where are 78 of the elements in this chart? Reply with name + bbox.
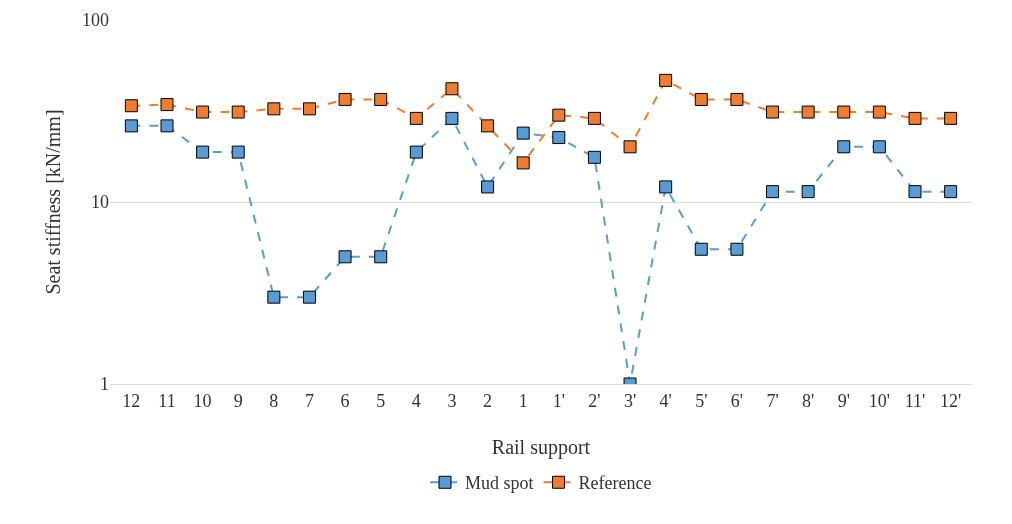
point (837, 140, 851, 154)
x-tick-label: 1 (518, 390, 528, 411)
point (944, 111, 958, 125)
point (694, 92, 708, 106)
point (801, 105, 815, 119)
point (409, 145, 423, 159)
x-tick-label: 11' (904, 390, 926, 411)
x-tick-label: 4 (411, 390, 421, 411)
point (481, 119, 495, 133)
point (445, 111, 459, 125)
x-axis-title: Rail support (491, 436, 591, 459)
x-tick-label: 6' (730, 390, 744, 411)
x-tick-label: 10 (193, 390, 212, 411)
x-tick-label: 8 (269, 390, 279, 411)
x-tick-label: 12 (122, 390, 141, 411)
point (837, 105, 851, 119)
x-tick-label: 3' (623, 390, 637, 411)
x-tick-label: 3 (447, 390, 457, 411)
x-tick-label: 4' (659, 390, 672, 411)
point (196, 145, 210, 159)
point (374, 92, 388, 106)
point (160, 119, 174, 133)
x-tick-label: 9' (837, 390, 850, 411)
point (552, 131, 566, 145)
point (409, 111, 423, 125)
point (587, 150, 601, 164)
point (231, 105, 245, 119)
point (908, 111, 922, 125)
point (196, 105, 210, 119)
x-tick-label: 10' (868, 390, 891, 411)
legend-label: Mud spot (465, 473, 534, 494)
x-tick-label: 11 (158, 390, 176, 411)
point (552, 108, 566, 122)
y-tick-label: 100 (82, 10, 109, 31)
point (160, 98, 174, 112)
point (338, 250, 352, 264)
x-tick-label: 7 (304, 390, 314, 411)
x-tick-label: 2' (588, 390, 601, 411)
point (124, 99, 138, 113)
point (659, 73, 673, 87)
point (730, 92, 744, 106)
point (516, 156, 530, 170)
point (694, 242, 708, 256)
point (516, 126, 530, 140)
x-tick-label: 8' (802, 390, 815, 411)
point (872, 140, 886, 154)
point (338, 92, 352, 106)
x-tick-label: 2 (483, 390, 493, 411)
point (623, 140, 637, 154)
point (124, 119, 138, 133)
point (231, 145, 245, 159)
point (445, 82, 459, 96)
x-tick-label: 9 (233, 390, 243, 411)
point (872, 105, 886, 119)
y-tick-label: 1 (100, 374, 109, 395)
x-tick-label: 7' (766, 390, 779, 411)
point (944, 185, 958, 199)
point (766, 105, 780, 119)
x-tick-label: 1' (552, 390, 565, 411)
point (267, 290, 281, 304)
point (730, 242, 744, 256)
x-tick-label: 6 (340, 390, 350, 411)
point (587, 111, 601, 125)
point (302, 290, 316, 304)
point (267, 102, 281, 116)
point (302, 102, 316, 116)
x-tick-label: 5 (376, 390, 386, 411)
x-tick-label: 12' (940, 390, 962, 411)
y-tick-label: 10 (91, 192, 109, 213)
x-tick-label: 5' (695, 390, 708, 411)
point (766, 185, 780, 199)
point (908, 185, 922, 199)
point (801, 185, 815, 199)
y-axis-title: Seat stiffness [kN/mm] (42, 109, 64, 295)
point (481, 180, 495, 194)
point (659, 180, 673, 194)
point (374, 250, 388, 264)
legend-label: Reference (578, 473, 652, 494)
